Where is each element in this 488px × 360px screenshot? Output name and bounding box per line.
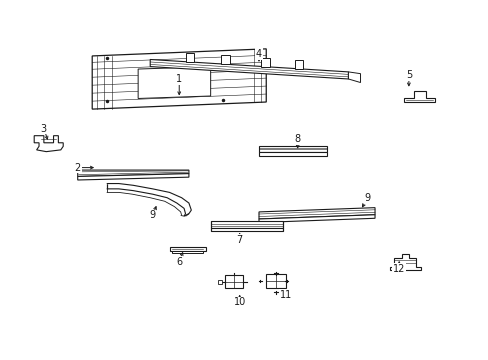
Polygon shape	[389, 255, 420, 270]
Text: 9: 9	[364, 193, 370, 203]
Polygon shape	[259, 146, 326, 152]
Polygon shape	[218, 280, 222, 284]
Polygon shape	[150, 59, 348, 79]
Polygon shape	[78, 170, 188, 176]
Text: 2: 2	[75, 163, 81, 172]
Text: 7: 7	[236, 235, 243, 245]
Polygon shape	[259, 215, 374, 222]
Polygon shape	[403, 91, 435, 102]
Text: 12: 12	[392, 264, 405, 274]
Text: 6: 6	[176, 257, 182, 266]
Polygon shape	[185, 53, 194, 62]
Polygon shape	[210, 228, 283, 231]
Polygon shape	[265, 274, 285, 288]
Polygon shape	[210, 221, 283, 228]
Text: 4: 4	[255, 49, 262, 59]
Text: 1: 1	[176, 74, 182, 84]
Polygon shape	[138, 67, 210, 99]
Polygon shape	[169, 247, 205, 251]
Polygon shape	[260, 58, 269, 67]
Polygon shape	[92, 49, 265, 109]
Text: 8: 8	[294, 134, 300, 144]
Polygon shape	[78, 174, 188, 180]
Polygon shape	[348, 72, 360, 82]
Polygon shape	[34, 136, 63, 152]
Polygon shape	[259, 208, 374, 219]
Text: 11: 11	[279, 290, 291, 300]
Polygon shape	[221, 55, 229, 64]
Polygon shape	[294, 60, 303, 69]
Text: 9: 9	[149, 211, 155, 220]
Polygon shape	[172, 251, 203, 253]
Text: 10: 10	[233, 297, 245, 307]
Text: 3: 3	[41, 123, 47, 134]
Polygon shape	[224, 275, 242, 288]
Text: 5: 5	[405, 71, 411, 80]
Polygon shape	[259, 152, 326, 156]
